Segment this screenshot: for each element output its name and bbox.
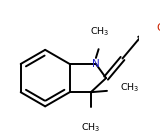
- Text: N: N: [92, 59, 100, 69]
- Text: CH$_3$: CH$_3$: [90, 25, 110, 38]
- Text: O: O: [157, 23, 160, 33]
- Text: CH$_3$: CH$_3$: [120, 82, 140, 94]
- Text: CH$_3$: CH$_3$: [81, 122, 101, 134]
